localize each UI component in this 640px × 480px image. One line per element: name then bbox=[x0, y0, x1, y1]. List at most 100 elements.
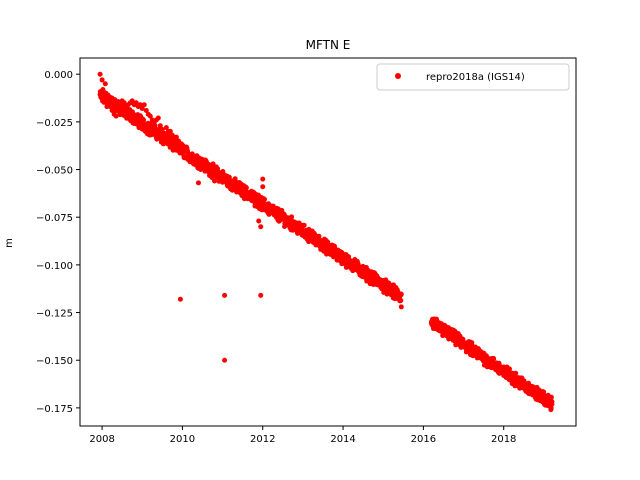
y-tick-label: −0.025 bbox=[36, 118, 73, 129]
data-point bbox=[129, 98, 135, 104]
data-point bbox=[147, 113, 153, 119]
data-point bbox=[107, 96, 113, 102]
data-point bbox=[316, 241, 322, 247]
data-point bbox=[104, 104, 110, 110]
data-point bbox=[222, 357, 228, 363]
data-point bbox=[336, 252, 342, 258]
y-tick-label: −0.125 bbox=[36, 309, 73, 320]
data-point bbox=[258, 224, 264, 230]
data-point bbox=[296, 226, 302, 232]
data-point bbox=[289, 214, 295, 220]
data-point bbox=[139, 106, 145, 112]
data-point bbox=[117, 109, 123, 115]
data-point bbox=[183, 146, 189, 152]
data-point bbox=[187, 155, 193, 161]
data-point bbox=[300, 229, 306, 235]
data-point bbox=[398, 304, 404, 310]
data-point bbox=[216, 174, 222, 180]
data-point bbox=[236, 188, 242, 194]
data-point bbox=[121, 100, 127, 106]
data-point bbox=[301, 222, 307, 228]
data-point bbox=[133, 100, 139, 106]
data-point bbox=[491, 356, 497, 362]
data-point bbox=[157, 123, 163, 129]
data-point bbox=[199, 161, 205, 167]
data-point bbox=[175, 138, 181, 144]
data-point bbox=[159, 127, 165, 132]
data-point bbox=[268, 207, 274, 213]
data-point bbox=[368, 275, 374, 281]
data-point bbox=[340, 256, 346, 262]
data-point bbox=[513, 370, 519, 376]
y-axis-label: m bbox=[4, 238, 15, 248]
data-point bbox=[525, 388, 531, 394]
data-point bbox=[388, 290, 394, 296]
plot-frame bbox=[79, 57, 577, 427]
data-point bbox=[501, 372, 507, 378]
data-point bbox=[177, 296, 183, 302]
data-point bbox=[493, 367, 499, 373]
data-point bbox=[364, 273, 370, 279]
data-point bbox=[352, 264, 358, 270]
data-point bbox=[228, 182, 234, 188]
data-point bbox=[276, 214, 282, 220]
data-point bbox=[99, 77, 105, 83]
data-point bbox=[284, 218, 290, 224]
data-point bbox=[312, 237, 318, 243]
data-point bbox=[376, 281, 382, 287]
data-point bbox=[328, 249, 334, 255]
data-point bbox=[105, 92, 111, 98]
data-point bbox=[541, 397, 547, 403]
legend-label: repro2018a (IGS14) bbox=[426, 72, 525, 83]
data-point bbox=[169, 132, 175, 138]
legend-marker bbox=[395, 73, 401, 79]
data-point bbox=[256, 218, 262, 224]
data-point bbox=[163, 125, 169, 131]
data-point bbox=[372, 279, 378, 285]
data-point bbox=[348, 262, 354, 268]
data-point bbox=[261, 196, 267, 202]
data-point bbox=[320, 243, 326, 249]
y-tick-label: −0.150 bbox=[36, 356, 73, 367]
data-point bbox=[113, 113, 119, 119]
data-point bbox=[222, 292, 228, 298]
data-point bbox=[396, 294, 402, 300]
data-point bbox=[344, 258, 350, 264]
data-point bbox=[428, 319, 434, 325]
data-point bbox=[252, 193, 258, 199]
data-point bbox=[212, 172, 218, 178]
data-point bbox=[97, 71, 103, 77]
data-point bbox=[102, 81, 108, 87]
data-point bbox=[316, 233, 322, 239]
data-point bbox=[151, 130, 157, 136]
data-point bbox=[243, 185, 249, 191]
data-point bbox=[324, 245, 330, 251]
data-point bbox=[191, 157, 197, 163]
data-point bbox=[248, 193, 254, 199]
data-point bbox=[167, 128, 173, 134]
data-point bbox=[240, 189, 246, 195]
data-point bbox=[161, 130, 167, 136]
data-point bbox=[179, 144, 185, 150]
data-point bbox=[548, 394, 554, 400]
data-point bbox=[256, 197, 262, 203]
data-point bbox=[244, 189, 250, 195]
data-points bbox=[97, 71, 555, 413]
data-point bbox=[453, 336, 459, 342]
data-point bbox=[232, 186, 238, 192]
data-point bbox=[332, 250, 338, 256]
data-point bbox=[141, 117, 147, 123]
data-point bbox=[436, 325, 442, 331]
x-tick-label: 2018 bbox=[491, 434, 516, 445]
data-point bbox=[208, 170, 214, 176]
data-point bbox=[115, 99, 121, 105]
data-point bbox=[260, 184, 266, 190]
data-point bbox=[109, 107, 115, 113]
data-point bbox=[380, 285, 386, 291]
y-tick-label: −0.175 bbox=[36, 404, 73, 415]
x-tick-label: 2016 bbox=[411, 434, 436, 445]
y-tick-label: −0.075 bbox=[36, 213, 73, 224]
data-point bbox=[288, 220, 294, 226]
data-point bbox=[260, 201, 266, 207]
